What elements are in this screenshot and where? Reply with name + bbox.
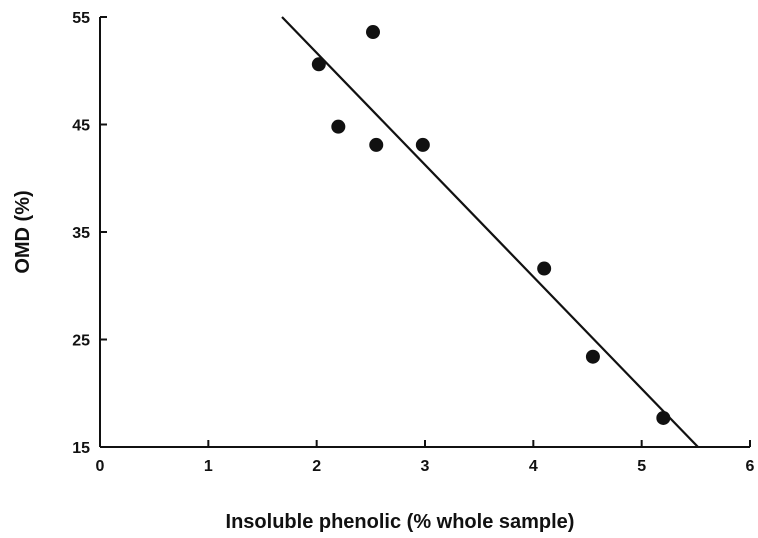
y-tick-label: 25 <box>72 333 90 350</box>
y-ticks: 15 25 35 45 55 <box>72 10 107 457</box>
y-tick-label: 15 <box>72 440 90 457</box>
trend-line <box>281 16 699 448</box>
y-tick-label: 35 <box>72 225 90 242</box>
y-tick-label: 55 <box>72 10 90 27</box>
x-ticks: 0 1 2 3 4 5 6 <box>96 440 755 475</box>
x-tick-label: 3 <box>421 458 430 475</box>
y-axis-title: OMD (%) <box>12 190 34 273</box>
x-tick-label: 5 <box>637 458 646 475</box>
data-point <box>311 57 326 72</box>
x-tick-label: 4 <box>529 458 538 475</box>
x-axis-title: Insoluble phenolic (% whole sample) <box>226 511 575 533</box>
data-point <box>656 410 671 425</box>
data-point <box>585 349 600 364</box>
x-tick-label: 0 <box>96 458 105 475</box>
data-point <box>331 119 346 134</box>
data-points <box>311 25 671 425</box>
y-tick-label: 45 <box>72 118 90 135</box>
data-point <box>369 137 384 152</box>
data-point <box>415 137 430 152</box>
x-tick-label: 2 <box>312 458 321 475</box>
x-tick-label: 6 <box>746 458 755 475</box>
data-point <box>366 25 380 40</box>
data-point <box>537 261 552 276</box>
x-tick-label: 1 <box>204 458 213 475</box>
axes <box>99 17 750 448</box>
